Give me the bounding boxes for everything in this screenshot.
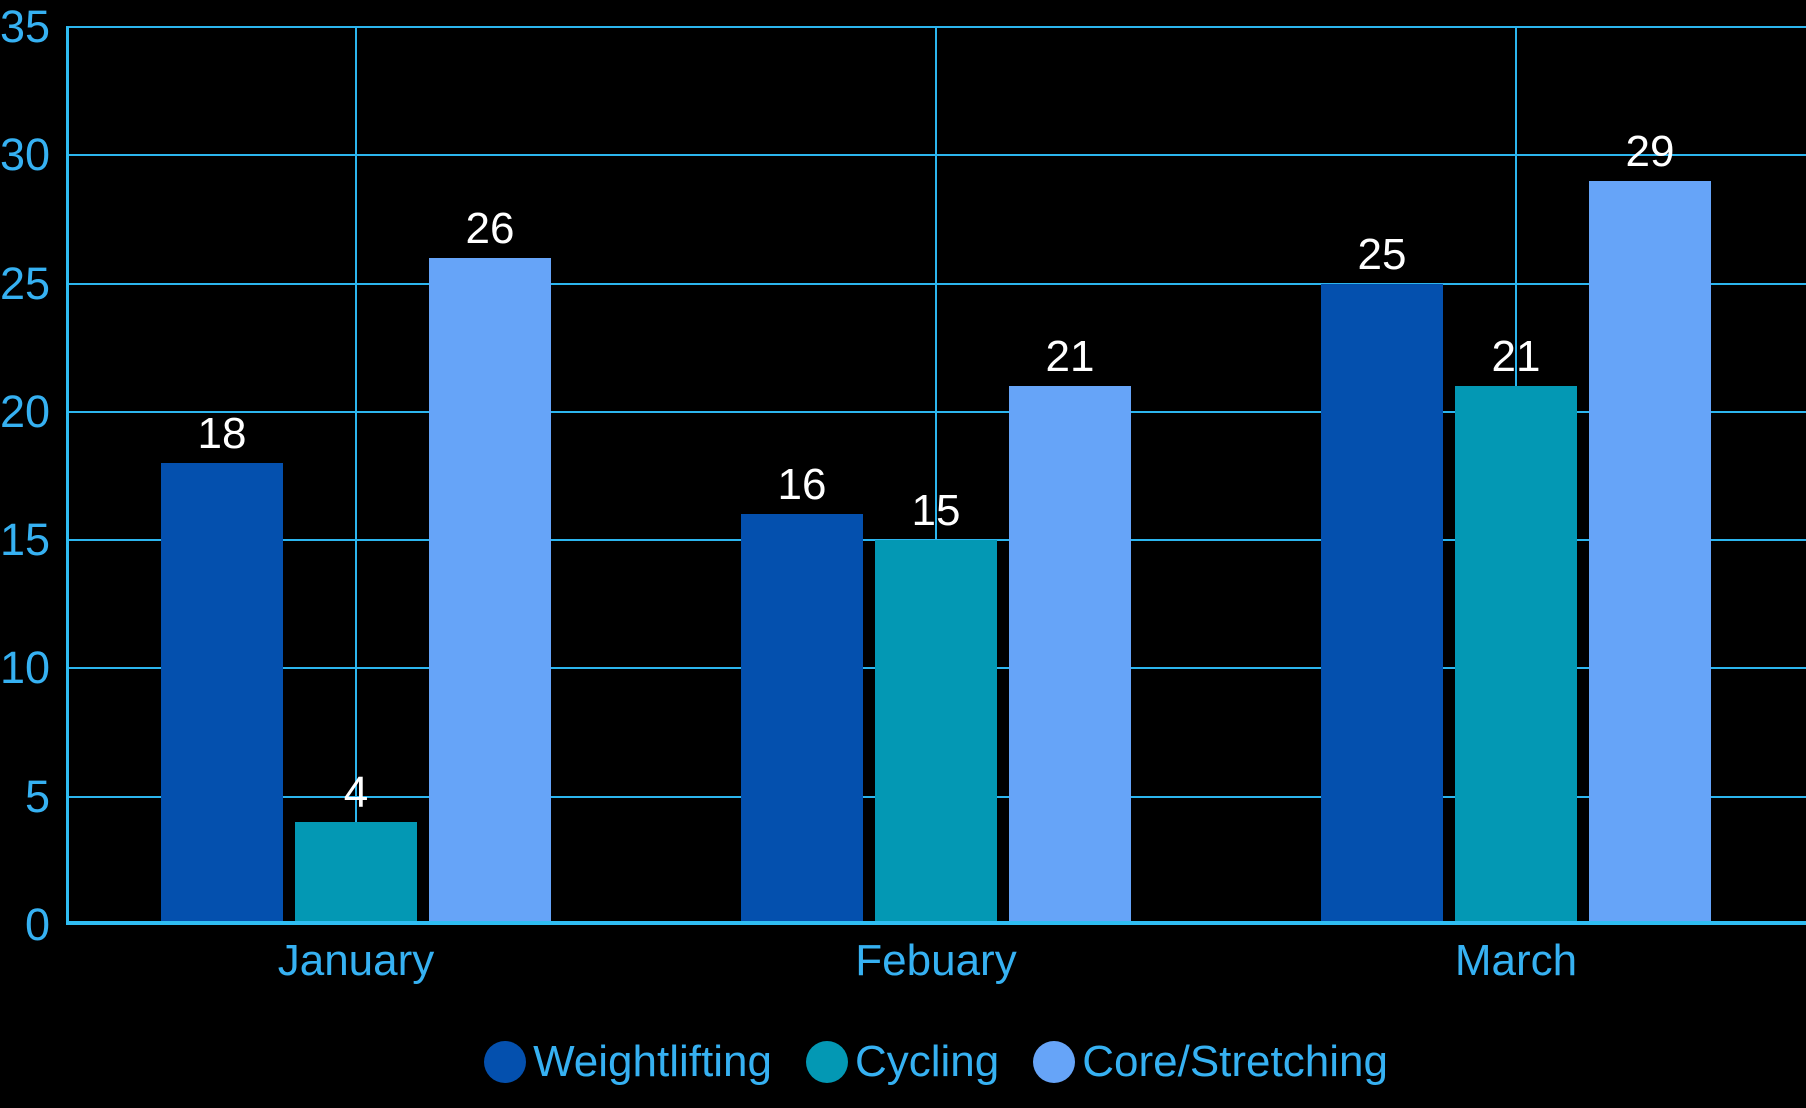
plot-area: 18 4 26 16 15 21 25 21 29: [66, 26, 1806, 925]
legend-label: Weightlifting: [533, 1037, 772, 1086]
bar-value-label: 18: [197, 409, 247, 458]
bar-core-stretching: 21: [1009, 332, 1131, 925]
y-tick-label: 5: [24, 770, 50, 822]
legend-label: Cycling: [854, 1037, 1000, 1086]
bar-weightlifting: 16: [741, 460, 863, 925]
y-tick-label: 15: [0, 514, 51, 566]
y-tick-label: 0: [24, 899, 50, 950]
bar-value-label: 16: [777, 460, 827, 509]
y-tick-label: 10: [0, 642, 51, 694]
vertical-gridline: [935, 27, 937, 925]
legend-label: Core/Stretching: [1082, 1037, 1388, 1086]
legend-item-weightlifting: Weightlifting: [484, 1040, 772, 1084]
legend-marker-circle-icon: [1033, 1041, 1076, 1083]
bar-group-febuary: 16 15 21: [741, 332, 1131, 925]
bar-value-label: 21: [1491, 332, 1541, 381]
bar-weightlifting: 18: [161, 409, 283, 925]
x-tick-label-febuary: Febuary: [855, 936, 1017, 985]
x-tick-label-january: January: [277, 936, 435, 985]
chart-legend: Weightlifting Cycling Core/Stretching: [66, 1040, 1806, 1084]
legend-marker-circle-icon: [484, 1041, 527, 1083]
x-tick-label-march: March: [1454, 936, 1578, 985]
bar-value-label: 25: [1357, 230, 1407, 279]
bar-cycling: 21: [1455, 332, 1577, 925]
legend-marker-circle-icon: [805, 1041, 848, 1083]
x-axis-line: [66, 921, 1806, 925]
legend-item-core-stretching: Core/Stretching: [1033, 1040, 1388, 1084]
bar-group-january: 18 4 26: [161, 204, 551, 925]
y-tick-label: 30: [0, 129, 51, 181]
bar-value-label: 21: [1045, 332, 1095, 381]
y-tick-label: 25: [0, 257, 51, 309]
bar-core-stretching: 26: [429, 204, 551, 925]
bar-value-label: 26: [465, 204, 515, 253]
bar-value-label: 29: [1625, 127, 1675, 176]
y-tick-label: 35: [0, 1, 51, 52]
bar-cycling: 4: [295, 768, 417, 925]
legend-item-cycling: Cycling: [805, 1037, 1000, 1086]
y-axis-line: [66, 27, 69, 925]
vertical-gridline: [355, 27, 357, 925]
bar-core-stretching: 29: [1589, 127, 1711, 925]
bar-value-label: 4: [343, 768, 369, 817]
bar-group-march: 25 21 29: [1321, 127, 1711, 925]
bar-cycling: 15: [875, 486, 997, 925]
y-tick-label: 20: [0, 385, 51, 437]
bar-weightlifting: 25: [1321, 230, 1443, 925]
bar-value-label: 15: [911, 486, 961, 535]
